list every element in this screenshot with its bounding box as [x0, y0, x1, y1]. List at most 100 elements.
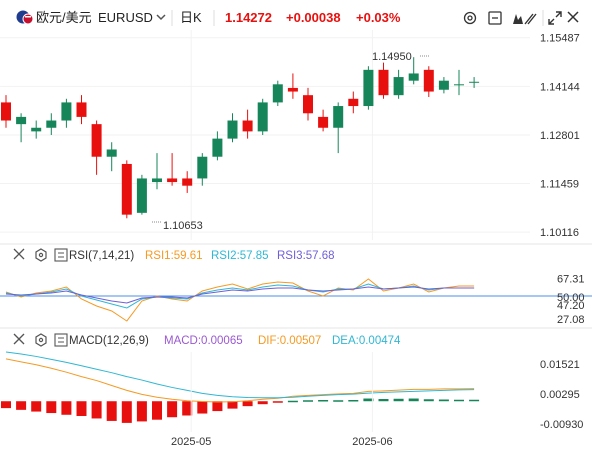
candle-body: [242, 120, 253, 132]
macd-bar: [469, 399, 480, 402]
price-change-pct: +0.03%: [356, 10, 401, 25]
rsi-tick-label: 50.00: [557, 292, 585, 304]
candle-body: [91, 124, 102, 157]
settings-icon[interactable]: [463, 11, 477, 25]
dea-value: DEA:0.00474: [332, 335, 401, 347]
candle-body: [227, 120, 238, 139]
rsi-label: RSI(7,14,21): [69, 250, 134, 262]
indicator-info-icon[interactable]: [54, 248, 68, 262]
price-change: +0.00038: [286, 10, 341, 25]
candle-body: [438, 80, 449, 90]
hide-icon[interactable]: [13, 248, 25, 260]
rsi3-value: RSI3:57.68: [277, 250, 335, 262]
macd-tick-label: -0.00930: [540, 419, 583, 431]
header-bar: 欧元/美元 EURUSD 日K 1.14272 +0.00038 +0.03%: [16, 10, 579, 26]
macd-bar: [272, 401, 283, 403]
hide-icon[interactable]: [13, 333, 25, 345]
indicator-info-icon[interactable]: [54, 333, 68, 347]
candle-body: [1, 102, 11, 121]
candle-body: [318, 116, 329, 128]
candle-body: [363, 69, 374, 107]
macd-header: MACD(12,26,9) MACD:0.00065 DIF:0.00507 D…: [13, 333, 401, 347]
close-icon[interactable]: [567, 11, 579, 23]
candle-body: [287, 87, 298, 92]
indicator-icon[interactable]: [513, 14, 523, 24]
rsi2-value: RSI2:57.85: [211, 250, 269, 262]
dif-line: [5, 358, 475, 403]
rsi1-line: [5, 278, 475, 322]
macd-bar: [152, 401, 162, 420]
macd-bar: [257, 401, 268, 405]
macd-axis: 0.01521 0.00295 -0.00930: [540, 359, 583, 431]
candle-body: [152, 178, 162, 183]
macd-bar: [136, 401, 147, 422]
macd-histogram: [1, 398, 480, 423]
price-tick-label: 1.11459: [540, 179, 579, 191]
macd-bar: [227, 401, 238, 409]
macd-bar: [91, 401, 102, 419]
macd-bar: [242, 401, 253, 407]
rsi3-line: [5, 286, 475, 304]
candle-body: [257, 102, 268, 132]
date-tick-label: 2025-06: [352, 436, 392, 448]
candle-body: [212, 138, 223, 157]
interval-label[interactable]: 日K: [180, 10, 202, 25]
macd-bar: [318, 400, 329, 402]
low-annotation: 1.10653: [152, 220, 203, 232]
settings-icon[interactable]: [35, 248, 47, 262]
high-annotation: 1.14950: [372, 51, 430, 63]
macd-bar: [121, 401, 132, 423]
rsi-axis: 67.31 50.0047.20 27.08: [557, 274, 585, 326]
candle-body: [121, 163, 132, 215]
macd-bar: [348, 400, 359, 402]
candle-body: [469, 81, 480, 83]
candle-body: [423, 69, 434, 92]
macd-bar: [333, 400, 344, 402]
price-tick-label: 1.12801: [540, 130, 580, 142]
macd-bar: [363, 398, 374, 402]
dea-line: [5, 351, 475, 399]
symbol-name[interactable]: 欧元/美元: [36, 10, 92, 25]
macd-value: MACD:0.00065: [164, 335, 243, 347]
high-label: 1.14950: [372, 51, 412, 63]
macd-bar: [287, 400, 298, 403]
macd-bar: [16, 401, 27, 410]
candle-body: [393, 77, 404, 96]
symbol-code[interactable]: EURUSD: [98, 10, 153, 25]
last-price: 1.14272: [225, 10, 272, 25]
macd-bar: [212, 401, 223, 412]
dropdown-icon[interactable]: [156, 14, 166, 21]
price-tick-label: 1.10116: [540, 227, 579, 239]
low-label: 1.10653: [163, 220, 203, 232]
macd-bar: [378, 399, 389, 402]
candle-body: [31, 127, 42, 132]
collapse-icon[interactable]: [548, 11, 562, 25]
rsi-header: RSI(7,14,21) RSI1:59.61 RSI2:57.85 RSI3:…: [13, 248, 335, 262]
candle-body: [106, 149, 117, 157]
draw-icon[interactable]: [524, 13, 537, 25]
rsi-tick-label: 27.08: [557, 314, 585, 326]
rsi-tick-label: 67.31: [557, 274, 585, 286]
macd-bar: [31, 401, 42, 412]
macd-bar: [438, 399, 449, 402]
macd-tick-label: 0.01521: [540, 359, 580, 371]
candle-body: [378, 69, 389, 96]
settings-icon[interactable]: [35, 333, 47, 347]
macd-bar: [46, 401, 57, 414]
candle-body: [408, 73, 419, 81]
flag-eu-us-icon[interactable]: [16, 10, 34, 25]
candle-body: [76, 102, 87, 117]
main-price-axis: 1.15487 1.14144 1.12801 1.11459 1.10116: [540, 33, 580, 239]
candle-body: [167, 178, 178, 183]
main-grid: [0, 30, 530, 240]
candle-body: [61, 102, 72, 121]
macd-label: MACD(12,26,9): [69, 335, 149, 347]
fullscreen-icon[interactable]: [488, 11, 502, 25]
candle-body: [333, 106, 344, 128]
macd-bar: [408, 398, 419, 402]
price-tick-label: 1.15487: [540, 33, 580, 45]
macd-bar: [1, 401, 11, 409]
macd-bar: [167, 401, 178, 418]
